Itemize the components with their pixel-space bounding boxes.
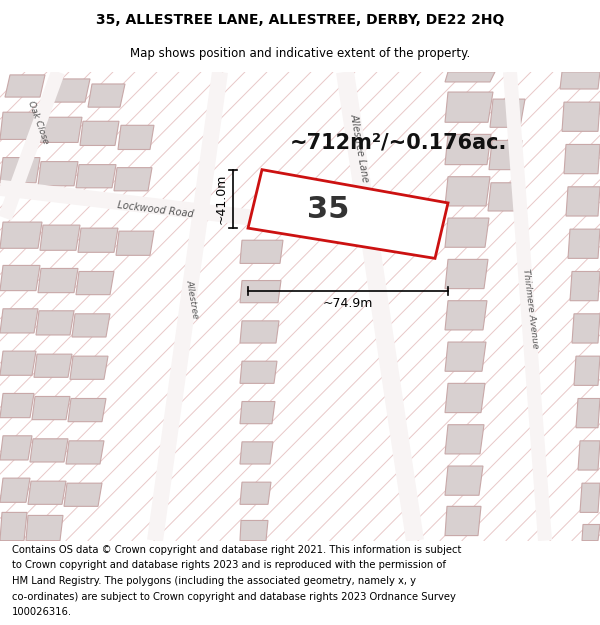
Polygon shape bbox=[0, 266, 40, 291]
Polygon shape bbox=[66, 441, 104, 464]
Polygon shape bbox=[445, 218, 489, 248]
Polygon shape bbox=[566, 187, 600, 216]
Polygon shape bbox=[0, 112, 42, 139]
Polygon shape bbox=[445, 72, 495, 82]
Polygon shape bbox=[48, 79, 90, 102]
Polygon shape bbox=[26, 516, 63, 541]
Polygon shape bbox=[489, 141, 522, 169]
Polygon shape bbox=[240, 240, 283, 263]
Polygon shape bbox=[582, 524, 600, 541]
Polygon shape bbox=[568, 229, 600, 258]
Text: ~41.0m: ~41.0m bbox=[215, 174, 227, 224]
Text: Map shows position and indicative extent of the property.: Map shows position and indicative extent… bbox=[130, 48, 470, 61]
Polygon shape bbox=[80, 121, 119, 146]
Text: co-ordinates) are subject to Crown copyright and database rights 2023 Ordnance S: co-ordinates) are subject to Crown copyr… bbox=[12, 592, 456, 602]
Text: 100026316.: 100026316. bbox=[12, 608, 72, 618]
Polygon shape bbox=[38, 162, 78, 186]
Polygon shape bbox=[38, 269, 78, 292]
Polygon shape bbox=[445, 342, 486, 371]
Polygon shape bbox=[503, 71, 552, 541]
Polygon shape bbox=[445, 506, 481, 536]
Text: Allestree Lane: Allestree Lane bbox=[349, 112, 371, 182]
Polygon shape bbox=[572, 314, 600, 343]
Polygon shape bbox=[248, 169, 448, 258]
Polygon shape bbox=[445, 92, 493, 123]
Polygon shape bbox=[118, 125, 154, 149]
Polygon shape bbox=[488, 182, 520, 211]
Polygon shape bbox=[147, 71, 228, 542]
Polygon shape bbox=[240, 442, 273, 464]
Polygon shape bbox=[562, 102, 600, 131]
Polygon shape bbox=[0, 158, 40, 182]
Text: ~74.9m: ~74.9m bbox=[323, 298, 373, 310]
Text: Contains OS data © Crown copyright and database right 2021. This information is : Contains OS data © Crown copyright and d… bbox=[12, 545, 461, 555]
Polygon shape bbox=[240, 321, 279, 343]
Polygon shape bbox=[30, 439, 68, 462]
Polygon shape bbox=[445, 177, 490, 206]
Text: Oak Close: Oak Close bbox=[26, 99, 50, 145]
Polygon shape bbox=[0, 222, 42, 248]
Polygon shape bbox=[580, 483, 600, 512]
Polygon shape bbox=[240, 281, 281, 302]
Polygon shape bbox=[32, 396, 70, 419]
Polygon shape bbox=[76, 164, 116, 188]
Text: to Crown copyright and database rights 2023 and is reproduced with the permissio: to Crown copyright and database rights 2… bbox=[12, 561, 446, 571]
Polygon shape bbox=[40, 225, 80, 250]
Polygon shape bbox=[0, 309, 38, 333]
Text: 35, ALLESTREE LANE, ALLESTREE, DERBY, DE22 2HQ: 35, ALLESTREE LANE, ALLESTREE, DERBY, DE… bbox=[96, 13, 504, 27]
Text: Thirlmere Avenue: Thirlmere Avenue bbox=[521, 268, 539, 349]
Polygon shape bbox=[445, 425, 484, 454]
Polygon shape bbox=[240, 482, 271, 504]
Polygon shape bbox=[0, 436, 32, 460]
Text: Lockwood Road: Lockwood Road bbox=[116, 201, 194, 219]
Polygon shape bbox=[88, 84, 125, 107]
Polygon shape bbox=[240, 361, 277, 383]
Polygon shape bbox=[78, 228, 118, 253]
Polygon shape bbox=[72, 314, 110, 337]
Polygon shape bbox=[445, 134, 491, 164]
Polygon shape bbox=[68, 399, 106, 422]
Text: Allestree: Allestree bbox=[184, 278, 200, 319]
Polygon shape bbox=[0, 351, 36, 375]
Polygon shape bbox=[240, 401, 275, 424]
Polygon shape bbox=[0, 394, 34, 418]
Polygon shape bbox=[36, 311, 74, 335]
Polygon shape bbox=[70, 356, 108, 379]
Polygon shape bbox=[0, 69, 65, 221]
Polygon shape bbox=[240, 521, 268, 541]
Polygon shape bbox=[0, 478, 30, 502]
Polygon shape bbox=[445, 466, 483, 495]
Polygon shape bbox=[40, 118, 82, 142]
Polygon shape bbox=[114, 168, 152, 191]
Text: 35: 35 bbox=[307, 195, 349, 224]
Polygon shape bbox=[564, 144, 600, 174]
Polygon shape bbox=[578, 441, 600, 470]
Polygon shape bbox=[560, 72, 600, 89]
Polygon shape bbox=[0, 180, 341, 236]
Polygon shape bbox=[76, 271, 114, 294]
Polygon shape bbox=[116, 231, 154, 256]
Polygon shape bbox=[574, 356, 600, 386]
Polygon shape bbox=[445, 383, 485, 412]
Polygon shape bbox=[445, 259, 488, 289]
Text: ~712m²/~0.176ac.: ~712m²/~0.176ac. bbox=[290, 132, 508, 152]
Polygon shape bbox=[5, 75, 45, 97]
Polygon shape bbox=[570, 271, 600, 301]
Polygon shape bbox=[336, 71, 424, 542]
Polygon shape bbox=[576, 399, 600, 428]
Polygon shape bbox=[490, 99, 525, 127]
Text: HM Land Registry. The polygons (including the associated geometry, namely x, y: HM Land Registry. The polygons (includin… bbox=[12, 576, 416, 586]
Polygon shape bbox=[28, 481, 66, 504]
Polygon shape bbox=[0, 512, 27, 541]
Polygon shape bbox=[445, 301, 487, 330]
Polygon shape bbox=[64, 483, 102, 506]
Polygon shape bbox=[34, 354, 72, 377]
